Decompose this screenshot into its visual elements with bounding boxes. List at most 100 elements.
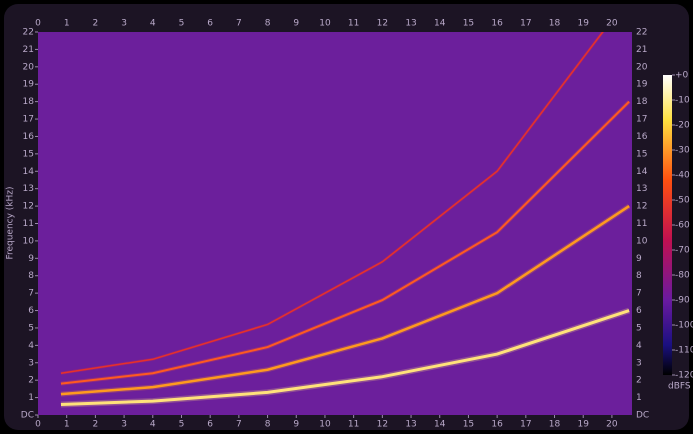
y-tick-label: 22 <box>636 28 647 38</box>
x-tick-label: 1 <box>64 420 70 430</box>
y-tick-label: 21 <box>23 45 34 55</box>
x-tick-label: 19 <box>577 420 589 430</box>
x-tick-label: 14 <box>434 420 446 430</box>
y-tick-label: 3 <box>636 358 642 368</box>
y-tick-label: 5 <box>28 323 34 333</box>
y-tick-label: 11 <box>23 219 34 229</box>
y-tick-label: DC <box>636 411 649 421</box>
y-tick-label: 15 <box>23 149 34 159</box>
colorbar-tick-label: -90 <box>675 296 690 306</box>
y-tick-label: 2 <box>28 376 34 386</box>
x-tick-label: 20 <box>606 19 618 29</box>
y-tick-label: 9 <box>28 254 34 264</box>
x-tick-label: 3 <box>121 420 127 430</box>
x-tick-label: 12 <box>377 19 388 29</box>
x-tick-label: 7 <box>236 420 242 430</box>
x-tick-label: 15 <box>463 420 474 430</box>
x-tick-label: 11 <box>348 420 359 430</box>
y-tick-label: 9 <box>636 254 642 264</box>
y-tick-label: 4 <box>636 341 642 351</box>
y-tick-label: 17 <box>23 115 34 125</box>
x-tick-label: 2 <box>93 420 99 430</box>
x-tick-label: 19 <box>577 19 589 29</box>
colorbar-tick-label: -100 <box>675 321 693 331</box>
y-tick-label: 8 <box>636 271 642 281</box>
colorbar-tick-label: -60 <box>675 221 690 231</box>
plot-area <box>38 32 632 415</box>
x-tick-label: 1 <box>64 19 70 29</box>
colorbar-tick-label: -40 <box>675 171 690 181</box>
colorbar-label: dBFS <box>668 382 691 392</box>
x-tick-label: 11 <box>348 19 359 29</box>
x-tick-label: 20 <box>606 420 618 430</box>
colorbar-tick-label: -50 <box>675 196 690 206</box>
y-tick-label: 12 <box>636 202 647 212</box>
y-tick-label: 13 <box>23 184 34 194</box>
y-axis-label: Frequency (kHz) <box>6 186 16 259</box>
y-tick-label: 10 <box>636 236 648 246</box>
y-tick-label: 16 <box>636 132 648 142</box>
y-tick-label: DC <box>21 411 34 421</box>
y-tick-label: 14 <box>636 167 648 177</box>
x-tick-label: 9 <box>293 420 299 430</box>
colorbar-tick-label: +0 <box>675 71 689 81</box>
x-tick-label: 4 <box>150 19 156 29</box>
x-tick-label: 0 <box>35 19 41 29</box>
y-tick-label: 8 <box>28 271 34 281</box>
x-tick-label: 4 <box>150 420 156 430</box>
colorbar <box>663 75 672 375</box>
y-tick-label: 10 <box>23 236 35 246</box>
y-tick-label: 19 <box>636 80 648 90</box>
y-tick-label: 19 <box>23 80 35 90</box>
y-tick-label: 6 <box>28 306 34 316</box>
y-tick-label: 7 <box>28 289 34 299</box>
y-tick-label: 6 <box>636 306 642 316</box>
y-tick-label: 17 <box>636 115 647 125</box>
x-tick-label: 3 <box>121 19 127 29</box>
harmonic-line <box>60 32 604 374</box>
x-tick-label: 5 <box>179 420 185 430</box>
y-tick-label: 18 <box>23 97 35 107</box>
y-tick-label: 11 <box>636 219 647 229</box>
colorbar-tick-label: -30 <box>675 146 690 156</box>
y-tick-label: 18 <box>636 97 648 107</box>
colorbar-tick-label: -120 <box>675 371 693 381</box>
colorbar-tick-label: -70 <box>675 246 690 256</box>
y-tick-label: 12 <box>23 202 34 212</box>
x-tick-label: 18 <box>549 19 561 29</box>
colorbar-tick-label: -10 <box>675 96 690 106</box>
y-tick-label: 4 <box>28 341 34 351</box>
x-tick-label: 18 <box>549 420 561 430</box>
x-tick-label: 16 <box>491 420 503 430</box>
x-tick-label: 10 <box>319 420 331 430</box>
x-tick-label: 8 <box>265 19 271 29</box>
x-tick-label: 12 <box>377 420 388 430</box>
y-tick-label: 22 <box>23 28 34 38</box>
x-tick-label: 14 <box>434 19 446 29</box>
colorbar-tick-label: -110 <box>675 346 693 356</box>
harmonic-line <box>60 309 630 407</box>
x-tick-label: 10 <box>319 19 331 29</box>
y-tick-label: 16 <box>23 132 35 142</box>
x-tick-label: 9 <box>293 19 299 29</box>
y-tick-label: 1 <box>28 393 34 403</box>
colorbar-tick-label: -80 <box>675 271 690 281</box>
x-tick-label: 7 <box>236 19 242 29</box>
y-tick-label: 14 <box>23 167 35 177</box>
x-tick-label: 6 <box>207 420 213 430</box>
x-tick-label: 0 <box>35 420 41 430</box>
y-tick-label: 21 <box>636 45 647 55</box>
y-tick-label: 2 <box>636 376 642 386</box>
harmonic-line <box>60 100 630 385</box>
y-tick-label: 13 <box>636 184 647 194</box>
y-tick-label: 1 <box>636 393 642 403</box>
x-tick-label: 17 <box>520 420 531 430</box>
x-tick-label: 13 <box>405 19 416 29</box>
y-tick-label: 3 <box>28 358 34 368</box>
colorbar-tick-label: -20 <box>675 121 690 131</box>
x-tick-label: 2 <box>93 19 99 29</box>
y-tick-label: 20 <box>23 62 35 72</box>
harmonic-line <box>60 205 630 396</box>
x-tick-label: 15 <box>463 19 474 29</box>
